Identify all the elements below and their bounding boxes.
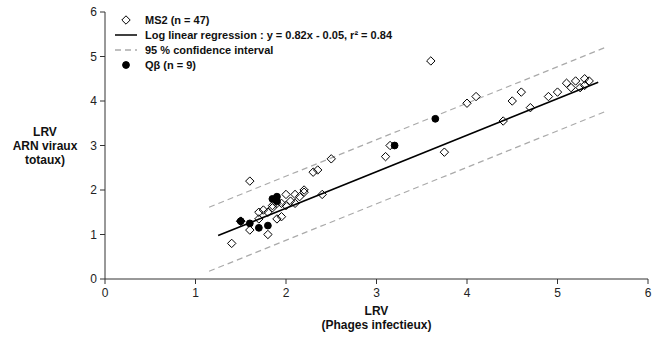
data-point — [264, 208, 272, 216]
x-tick — [105, 279, 106, 284]
legend-label: MS2 (n = 47) — [145, 14, 210, 26]
ci-upper-line — [209, 47, 607, 208]
legend: MS2 (n = 47) Log linear regression : y = … — [115, 14, 393, 71]
data-point — [295, 192, 303, 200]
x-tick-label: 1 — [192, 286, 199, 300]
data-point — [585, 77, 593, 85]
x-tick — [195, 279, 196, 284]
y-tick — [100, 279, 105, 280]
x-tick — [376, 279, 377, 284]
data-point — [282, 201, 290, 209]
data-point — [508, 97, 516, 105]
x-tick-label: 2 — [283, 286, 290, 300]
data-point — [327, 155, 335, 163]
x-axis-label-line: LRV — [365, 304, 389, 318]
y-tick — [100, 145, 105, 146]
y-tick — [100, 12, 105, 13]
y-axis-label-line: ARN viraux — [13, 139, 78, 153]
data-point — [499, 117, 507, 125]
x-tick-label: 6 — [645, 286, 652, 300]
data-point — [237, 217, 245, 225]
x-tick — [648, 279, 649, 284]
data-point — [246, 220, 253, 227]
legend-swatch — [115, 34, 137, 36]
x-tick-label: 3 — [373, 286, 380, 300]
legend-swatch — [115, 49, 137, 51]
data-point — [282, 190, 290, 198]
ci-lower-line — [209, 111, 607, 272]
y-tick-label: 2 — [90, 183, 97, 197]
y-axis-label: LRVARN virauxtotaux) — [13, 125, 78, 167]
legend-swatch — [123, 62, 130, 69]
data-point — [427, 57, 435, 65]
x-tick-label: 5 — [554, 286, 561, 300]
legend-label: Qβ (n = 9) — [145, 59, 196, 71]
data-point — [440, 148, 448, 156]
data-point — [274, 193, 281, 200]
data-point — [463, 99, 471, 107]
y-axis-label-line: LRV — [33, 125, 57, 139]
y-tick — [100, 234, 105, 235]
data-point — [291, 199, 299, 207]
x-tick — [286, 279, 287, 284]
point-group — [237, 115, 438, 231]
x-tick — [557, 279, 558, 284]
line-layer — [209, 47, 607, 272]
data-point — [472, 92, 480, 100]
regression-line — [218, 82, 598, 235]
data-point — [432, 115, 439, 122]
data-point — [391, 142, 398, 149]
x-tick-label: 0 — [102, 286, 109, 300]
x-axis-label: LRV(Phages infectieux) — [321, 304, 431, 332]
data-point — [313, 166, 321, 174]
data-point — [264, 230, 272, 238]
y-tick-label: 0 — [90, 272, 97, 286]
chart: 01234560123456LRV(Phages infectieux)LRVA… — [0, 0, 668, 337]
data-point — [300, 186, 308, 194]
data-point — [255, 224, 262, 231]
y-tick — [100, 190, 105, 191]
legend-label: 95 % confidence interval — [145, 44, 273, 56]
y-axis-label-line: totaux) — [25, 153, 65, 167]
y-tick-label: 4 — [90, 94, 97, 108]
data-point — [567, 83, 575, 91]
y-tick-label: 6 — [90, 5, 97, 19]
data-point — [553, 88, 561, 96]
data-point — [544, 92, 552, 100]
legend-swatch — [122, 16, 130, 24]
data-point — [571, 77, 579, 85]
y-tick — [100, 101, 105, 102]
plot-area — [209, 47, 607, 272]
y-tick — [100, 56, 105, 57]
legend-label: Log linear regression : y = 0.82x - 0.05… — [145, 29, 393, 41]
data-point — [562, 79, 570, 87]
y-tick-label: 1 — [90, 228, 97, 242]
data-point — [318, 190, 326, 198]
data-point — [246, 177, 254, 185]
data-point — [277, 213, 285, 221]
data-point — [517, 88, 525, 96]
data-point — [228, 239, 236, 247]
point-group — [228, 57, 594, 248]
data-point — [237, 218, 244, 225]
x-axis-label-line: (Phages infectieux) — [321, 318, 431, 332]
y-tick-label: 5 — [90, 50, 97, 64]
x-tick-label: 4 — [464, 286, 471, 300]
y-tick-label: 3 — [90, 139, 97, 153]
x-tick — [467, 279, 468, 284]
data-point — [381, 152, 389, 160]
data-point — [265, 222, 272, 229]
data-point — [526, 103, 534, 111]
data-point — [237, 217, 245, 225]
point-layer — [228, 57, 594, 248]
